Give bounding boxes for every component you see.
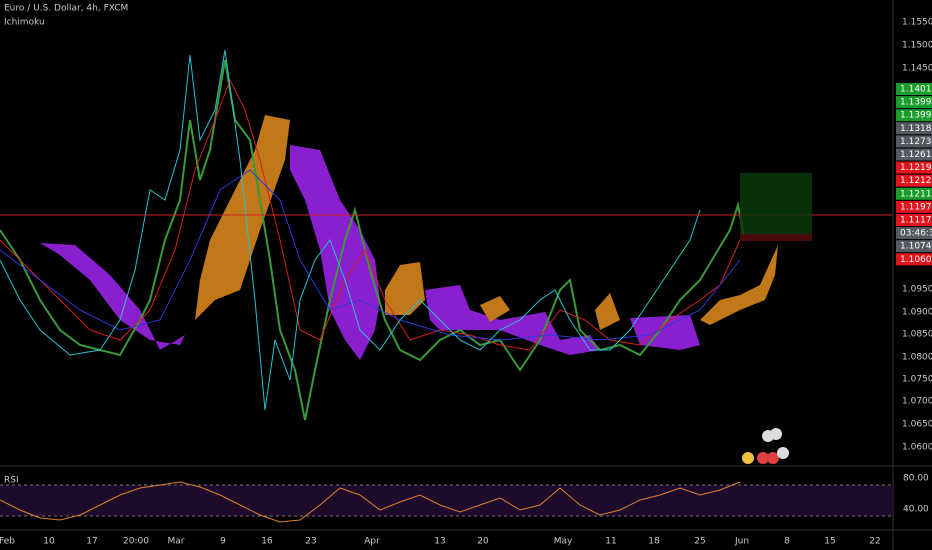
time-label: Jun xyxy=(734,537,749,547)
price-badge: 1.12730 xyxy=(896,135,932,148)
cloud-bullish xyxy=(480,296,510,322)
badge-background xyxy=(896,174,932,187)
badge-label: 1.12730 xyxy=(900,137,932,147)
price-badge: 1.10744 xyxy=(896,240,932,253)
time-label: 20:00 xyxy=(123,537,149,547)
badge-background xyxy=(896,122,932,135)
badge-background xyxy=(896,161,932,174)
cloud-bearish xyxy=(425,285,600,355)
badge-background xyxy=(896,135,932,148)
badge-label: 1.12612 xyxy=(900,150,932,160)
price-label: 1.09000 xyxy=(902,308,932,318)
badge-label: 1.12193 xyxy=(900,163,932,173)
badge-label: 03:46:35 xyxy=(900,229,932,239)
kijun-line xyxy=(0,169,741,341)
price-label: 1.08000 xyxy=(902,353,932,363)
badge-label: 1.13998 xyxy=(900,111,932,121)
price-label: 1.15500 xyxy=(902,18,932,28)
badge-background xyxy=(896,253,932,266)
price-candles xyxy=(0,59,746,421)
price-label: 1.07000 xyxy=(902,397,932,407)
price-badge: 1.13998 xyxy=(896,96,932,109)
event-icons xyxy=(742,428,789,464)
time-label: 13 xyxy=(434,537,445,547)
badge-background xyxy=(896,187,932,200)
badge-background xyxy=(896,83,932,95)
rsi-pane xyxy=(0,481,893,523)
indicator-name: Ichimoku xyxy=(4,18,45,28)
price-label: 1.15000 xyxy=(902,41,932,51)
time-label: Mar xyxy=(168,537,185,547)
price-badge: 1.11174 xyxy=(896,214,932,226)
price-badge: 1.12110 xyxy=(896,187,932,200)
long-position-target xyxy=(740,173,812,234)
price-label: 1.06500 xyxy=(902,420,932,430)
badge-background xyxy=(896,148,932,161)
badge-label: 1.11970 xyxy=(900,202,932,212)
rsi-band xyxy=(0,485,893,516)
price-badge: 1.12125 xyxy=(896,174,932,187)
price-label: 1.08500 xyxy=(902,330,932,340)
price-label: 1.14500 xyxy=(902,64,932,74)
time-label: 9 xyxy=(220,537,226,547)
cloud-bearish xyxy=(40,243,185,350)
badge-label: 1.13187 xyxy=(900,124,932,134)
time-label: Apr xyxy=(364,537,380,547)
badge-label: 1.10744 xyxy=(900,242,932,252)
rsi-tick-label: 80.00 xyxy=(903,474,929,484)
badge-label: 1.13998 xyxy=(900,98,932,108)
price-badge: 1.11970 xyxy=(896,200,932,213)
price-badge: 1.13998 xyxy=(896,109,932,122)
price-badge: 1.12612 xyxy=(896,148,932,161)
rsi-label: RSI xyxy=(4,476,19,486)
price-pane xyxy=(0,49,893,464)
badge-background xyxy=(896,214,932,226)
time-label: 10 xyxy=(43,537,55,547)
price-label: 1.07500 xyxy=(902,375,932,385)
time-label: 25 xyxy=(694,537,705,547)
price-badge: 1.12193 xyxy=(896,161,932,174)
time-label: 22 xyxy=(869,537,880,547)
badge-background xyxy=(896,227,932,240)
time-label: 15 xyxy=(824,537,835,547)
cloud-bullish xyxy=(385,262,425,315)
price-label: 1.06000 xyxy=(902,443,932,453)
rsi-line xyxy=(0,481,741,523)
price-badge: 03:46:35 xyxy=(896,227,932,240)
badge-label: 1.10602 xyxy=(900,255,932,265)
cloud-bullish xyxy=(195,115,290,320)
chikou-line xyxy=(0,49,701,411)
cloud-bearish xyxy=(630,315,700,350)
time-label: 11 xyxy=(605,537,616,547)
symbol-title: Euro / U.S. Dollar, 4h, FXCM xyxy=(4,4,128,14)
time-label: 16 xyxy=(261,537,273,547)
cloud-bullish xyxy=(700,245,778,325)
time-label: 17 xyxy=(86,537,97,547)
time-label: Feb xyxy=(0,537,15,547)
badge-background xyxy=(896,200,932,213)
badge-label: 1.12125 xyxy=(900,176,932,186)
badge-background xyxy=(896,96,932,109)
price-badge: 1.10602 xyxy=(896,253,932,266)
time-label: 8 xyxy=(784,537,790,547)
long-position-stop xyxy=(740,234,812,241)
time-label: 20 xyxy=(477,537,489,547)
badge-label: 1.11174 xyxy=(900,216,932,226)
cloud-bullish xyxy=(595,293,620,330)
rsi-tick-label: 40.00 xyxy=(903,505,929,515)
price-badge: 1.13187 xyxy=(896,122,932,135)
time-label: 18 xyxy=(648,537,660,547)
time-label: May xyxy=(554,537,573,547)
badge-background xyxy=(896,240,932,253)
badge-background xyxy=(896,109,932,122)
time-label: 23 xyxy=(305,537,316,547)
badge-label: 1.12110 xyxy=(900,189,932,199)
price-label: 1.09500 xyxy=(902,285,932,295)
